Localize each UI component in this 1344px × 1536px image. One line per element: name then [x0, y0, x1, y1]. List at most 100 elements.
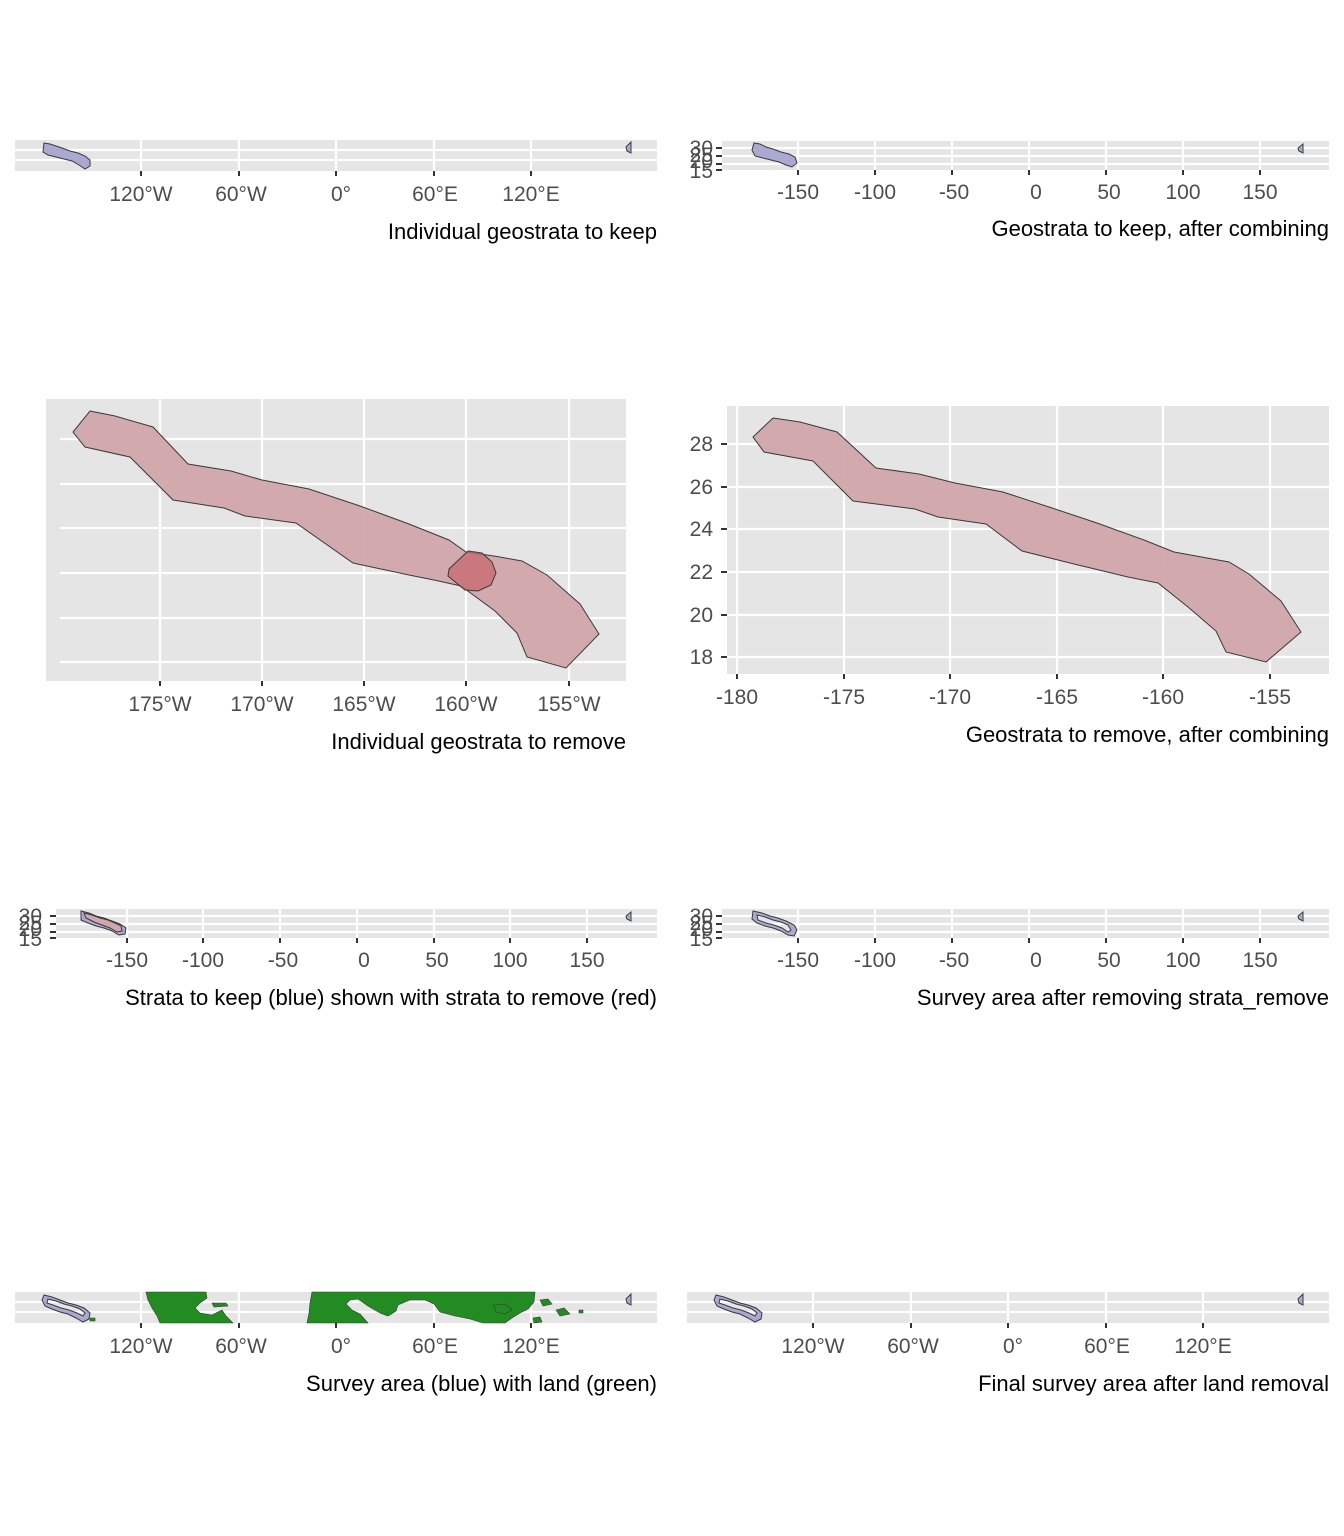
x-tick-label: -50 — [268, 949, 298, 972]
x-tick-label: 0 — [1030, 949, 1042, 972]
keep-strata-polygon — [42, 142, 91, 170]
land-caribbean — [211, 1302, 229, 1308]
y-tick-label: 15 — [690, 160, 713, 183]
remove-strata-polygon — [72, 410, 600, 669]
panel-survey-with-land: 120°W 60°W 0° 60°E 120°E Survey area (bl… — [15, 1291, 657, 1396]
panel-caption: Survey area after removing strata_remove — [917, 985, 1329, 1010]
x-tick-label: -150 — [106, 949, 148, 972]
y-tick-label: 22 — [690, 561, 713, 584]
y-tick-label: 28 — [690, 433, 713, 456]
x-tick-label: 60°E — [1084, 1335, 1130, 1358]
final-survey-area-dateline-sliver — [1297, 1292, 1304, 1306]
x-tick-label: 50 — [425, 949, 448, 972]
panel-caption: Individual geostrata to keep — [388, 219, 657, 244]
panel-caption: Geostrata to keep, after combining — [991, 216, 1329, 241]
x-axis: -150 -100 -50 0 50 100 150 — [777, 170, 1278, 204]
x-tick-label: 155°W — [537, 693, 600, 716]
remove-strata-combined-polygon — [752, 417, 1302, 663]
y-tick-label: 24 — [690, 518, 714, 541]
x-tick-label: 50 — [1097, 181, 1120, 204]
x-tick-label: 60°W — [887, 1335, 939, 1358]
y-axis: 30 25 20 15 — [690, 137, 722, 183]
x-tick-label: 170°W — [230, 693, 293, 716]
y-tick-label: 25 — [690, 144, 713, 167]
x-tick-label: 120°W — [781, 1335, 844, 1358]
y-tick-label: 20 — [690, 604, 713, 627]
y-tick-label: 30 — [19, 905, 42, 928]
panel-keep-with-remove: 30 25 20 15 -150 -100 -50 0 50 100 150 S… — [19, 905, 657, 1010]
x-tick-label: 165°W — [332, 693, 395, 716]
x-tick-label: -100 — [854, 181, 896, 204]
x-tick-label: 100 — [1165, 181, 1200, 204]
y-tick-label: 20 — [690, 918, 713, 941]
x-tick-label: -50 — [939, 949, 969, 972]
x-tick-label: 0° — [331, 1335, 351, 1358]
x-tick-label: 150 — [1242, 181, 1277, 204]
y-tick-label: 18 — [690, 646, 713, 669]
x-axis: -180 -175 -170 -165 -160 -155 — [716, 674, 1291, 709]
land-polygons — [89, 1291, 584, 1324]
land-africa-asia — [306, 1291, 536, 1324]
x-tick-label: -100 — [182, 949, 224, 972]
x-tick-label: 0 — [358, 949, 370, 972]
x-tick-label: 150 — [569, 949, 604, 972]
remove-strata-overlap-polygon — [447, 550, 497, 592]
x-tick-label: 100 — [492, 949, 527, 972]
x-tick-label: -150 — [777, 949, 819, 972]
panel-individual-remove: 175°W 170°W 165°W 160°W 155°W Individual… — [46, 399, 626, 754]
keep-strata-combined-polygon — [751, 142, 798, 168]
x-axis: 175°W 170°W 165°W 160°W 155°W — [128, 681, 601, 716]
y-tick-label: 20 — [690, 150, 713, 173]
grid-lines — [56, 909, 657, 938]
y-tick-label: 20 — [19, 918, 42, 941]
panel-combined-remove: 28 26 24 22 20 18 -180 -175 -170 -165 -1… — [690, 406, 1329, 747]
x-tick-label: -155 — [1249, 686, 1291, 709]
x-tick-label: 60°W — [215, 183, 267, 206]
y-tick-label: 25 — [690, 912, 713, 935]
x-tick-label: -180 — [716, 686, 758, 709]
x-tick-label: 120°W — [109, 183, 172, 206]
panel-final-survey-area: 120°W 60°W 0° 60°E 120°E Final survey ar… — [687, 1292, 1329, 1396]
keep-strata-dateline-sliver — [1297, 142, 1304, 154]
survey-area-dateline-sliver — [1297, 910, 1304, 922]
x-axis: 120°W 60°W 0° 60°E 120°E — [781, 1323, 1232, 1358]
panel-caption: Strata to keep (blue) shown with strata … — [125, 985, 657, 1010]
panel-caption: Survey area (blue) with land (green) — [306, 1371, 657, 1396]
x-tick-label: 50 — [1097, 949, 1120, 972]
keep-strata-dateline-sliver — [625, 140, 632, 154]
x-tick-label: 150 — [1242, 949, 1277, 972]
land-southeast-asia-islands — [492, 1303, 513, 1315]
x-tick-label: 100 — [1165, 949, 1200, 972]
x-tick-label: 160°W — [434, 693, 497, 716]
panel-individual-keep: 120°W 60°W 0° 60°E 120°E Individual geos… — [15, 140, 657, 244]
x-tick-label: 0 — [1030, 181, 1042, 204]
x-tick-label: -150 — [777, 181, 819, 204]
x-axis: -150 -100 -50 0 50 100 150 — [106, 938, 605, 972]
y-tick-label: 25 — [19, 912, 42, 935]
y-tick-label: 15 — [19, 928, 42, 951]
panel-caption: Geostrata to remove, after combining — [966, 722, 1329, 747]
land-pacific-islets — [89, 1309, 584, 1322]
survey-area-dateline-sliver — [625, 1292, 632, 1306]
y-tick-label: 30 — [690, 137, 713, 160]
x-tick-label: -170 — [929, 686, 971, 709]
x-tick-label: -175 — [823, 686, 865, 709]
grid-lines — [687, 1292, 1329, 1323]
x-axis: 120°W 60°W 0° 60°E 120°E — [109, 1323, 560, 1358]
x-tick-label: -160 — [1142, 686, 1184, 709]
keep-strata-dateline-sliver — [625, 910, 632, 922]
y-tick-label: 30 — [690, 905, 713, 928]
x-tick-label: 0° — [1003, 1335, 1023, 1358]
y-tick-label: 26 — [690, 476, 713, 499]
y-axis: 30 25 20 15 — [19, 905, 56, 951]
x-tick-label: 120°E — [502, 183, 559, 206]
grid-lines — [722, 909, 1329, 938]
x-axis: 120°W 60°W 0° 60°E 120°E — [109, 171, 560, 206]
panel-caption: Final survey area after land removal — [978, 1371, 1329, 1396]
x-tick-label: 60°E — [412, 183, 458, 206]
x-tick-label: 60°W — [215, 1335, 267, 1358]
x-tick-label: 175°W — [128, 693, 191, 716]
survey-area-polygon — [41, 1294, 91, 1323]
panel-combined-keep: 30 25 20 15 -150 -100 -50 0 50 100 150 G… — [690, 137, 1329, 241]
